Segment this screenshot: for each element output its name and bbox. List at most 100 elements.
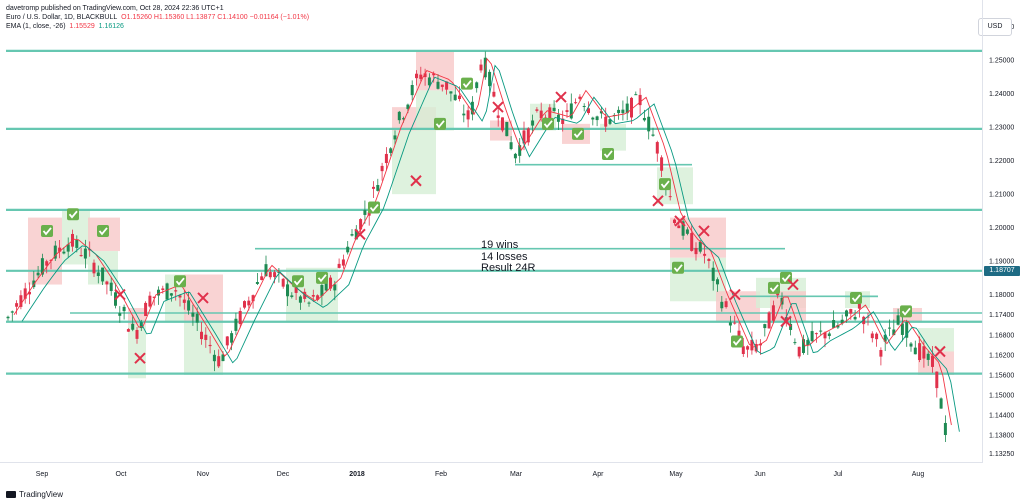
candle-body	[79, 255, 83, 257]
check-mark	[462, 80, 472, 89]
candle-body	[617, 109, 621, 114]
candle-body	[363, 210, 367, 215]
candle-body	[694, 248, 698, 255]
candle-body	[96, 272, 100, 276]
candle-body	[526, 128, 530, 143]
ema-row[interactable]: EMA (1, close, -26) 1.15529 1.16126	[6, 22, 309, 31]
ema-label[interactable]: EMA (1, close, -26)	[6, 23, 66, 30]
ema-value-2: 1.16126	[98, 23, 124, 30]
candle-body	[255, 282, 259, 284]
candle-body	[737, 330, 741, 338]
check-icon	[292, 275, 304, 288]
candle-body	[905, 322, 909, 338]
candle-body	[234, 318, 238, 331]
cross-icon	[114, 288, 126, 301]
candle-body	[182, 299, 186, 303]
candle-body	[638, 94, 642, 106]
check-icon	[97, 224, 109, 237]
candle-body	[350, 234, 354, 236]
candle-body	[634, 94, 638, 96]
ema-line-red	[13, 57, 952, 426]
candle-body	[591, 117, 595, 120]
candle-body	[83, 248, 87, 259]
candle-body	[488, 71, 492, 87]
symbol-name[interactable]: Euro / U.S. Dollar, 1D, BLACKBULL	[6, 14, 118, 21]
cross-icon	[555, 91, 567, 103]
price-tick-label: 1.13250	[989, 451, 1014, 458]
candle-body	[943, 422, 947, 436]
cross-icon	[652, 195, 664, 207]
candle-body	[337, 263, 341, 268]
ema-value-1: 1.15529	[69, 23, 95, 30]
check-mark	[369, 203, 379, 212]
candle-body	[135, 329, 139, 339]
candle-body	[849, 309, 853, 314]
candle-body	[92, 262, 96, 274]
check-mark	[673, 264, 683, 273]
candle-body	[445, 81, 449, 90]
candle-body	[539, 110, 543, 119]
ohlc-values: O1.15260 H1.15360 L1.13877 C1.14100 −0.0…	[121, 14, 310, 21]
candle-body	[393, 135, 397, 140]
candle-body	[926, 353, 930, 360]
candle-body	[397, 111, 401, 121]
footer-brand[interactable]: TradingView	[6, 490, 63, 499]
candle-body	[535, 109, 539, 111]
check-icon	[41, 224, 53, 237]
check-icon	[174, 275, 186, 288]
candle-body	[935, 371, 939, 389]
cross-icon	[674, 215, 686, 227]
candle-body	[771, 305, 775, 321]
time-tick-label: Dec	[277, 471, 290, 478]
candle-body	[767, 312, 771, 329]
candle-body	[647, 116, 651, 132]
candle-body	[462, 113, 466, 116]
cross-icon	[354, 228, 366, 241]
candle-body	[268, 272, 272, 278]
candle-body	[247, 300, 251, 306]
candle-body	[230, 333, 234, 343]
candle-body	[187, 300, 191, 311]
candle-body	[45, 261, 49, 266]
annotation-line1: 19 wins	[481, 239, 519, 251]
candle-body	[939, 398, 943, 409]
candle-body	[475, 82, 479, 89]
candle-body	[651, 134, 655, 136]
candle-body	[415, 73, 418, 79]
check-icon	[67, 208, 79, 221]
cross-icon	[197, 292, 209, 304]
candle-body	[126, 329, 130, 332]
candle-body	[479, 64, 483, 71]
published-line: davetromp published on TradingView.com, …	[6, 5, 224, 12]
candle-body	[191, 312, 195, 317]
candle-body	[15, 303, 19, 307]
price-tick-label: 1.16800	[989, 332, 1014, 339]
trade-zone-win	[918, 328, 954, 352]
time-tick-label: Jun	[754, 471, 765, 478]
candle-body	[238, 310, 242, 325]
candle-body	[251, 295, 255, 302]
check-mark	[769, 284, 779, 293]
candle-body	[264, 264, 268, 277]
candle-body	[879, 350, 883, 357]
candle-body	[578, 96, 582, 99]
candle-body	[427, 77, 431, 86]
symbol-row[interactable]: Euro / U.S. Dollar, 1D, BLACKBULL O1.152…	[6, 13, 309, 22]
candle-body	[604, 116, 608, 127]
candle-body	[548, 107, 552, 127]
candle-body	[690, 233, 694, 251]
check-icon	[461, 77, 473, 90]
candle-body	[131, 323, 135, 330]
ema-line-green	[21, 64, 960, 432]
candle-body	[19, 295, 23, 307]
candle-body	[53, 245, 57, 259]
candle-body	[565, 110, 569, 112]
candle-body	[324, 282, 328, 291]
check-icon	[768, 281, 780, 294]
cross-icon	[410, 175, 422, 187]
currency-button[interactable]: USD	[978, 18, 1012, 36]
candle-body	[531, 120, 535, 126]
check-mark	[781, 274, 791, 283]
